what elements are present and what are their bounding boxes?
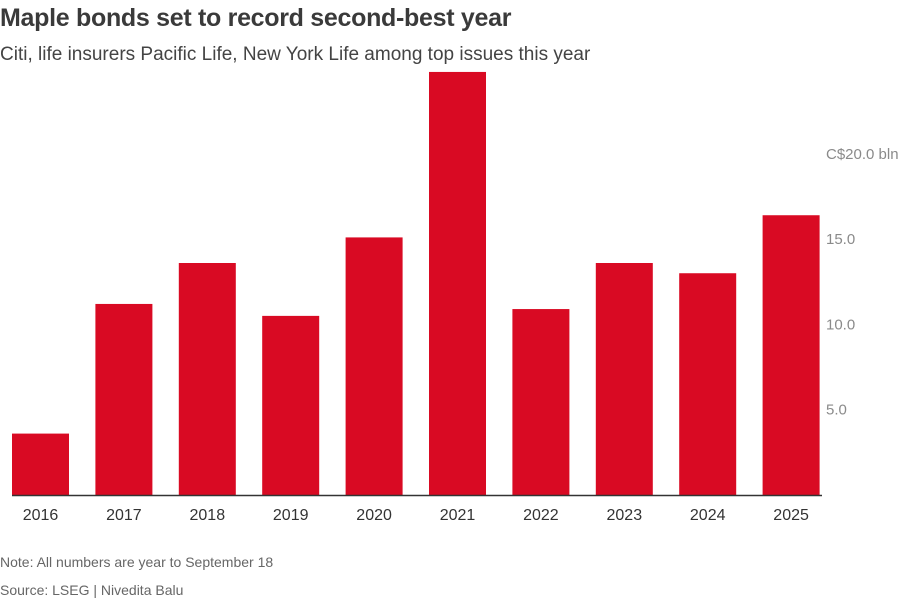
x-tick-label-2018: 2018	[190, 507, 226, 524]
bar-2021	[429, 71, 486, 496]
bar-2017	[95, 303, 153, 495]
y-tick-label: 15.0	[826, 231, 855, 248]
x-tick-label-2019: 2019	[273, 507, 309, 524]
chart-note: Note: All numbers are year to September …	[0, 554, 274, 570]
y-tick-label: 5.0	[826, 402, 847, 419]
bar-2022	[512, 309, 570, 495]
bar-2023	[595, 263, 653, 495]
chart-subtitle: Citi, life insurers Pacific Life, New Yo…	[0, 44, 591, 65]
x-tick-label-2022: 2022	[523, 507, 559, 524]
bar-2019	[262, 315, 320, 495]
x-tick-label-2025: 2025	[773, 507, 809, 524]
x-tick-label-2021: 2021	[440, 507, 476, 524]
chart-title: Maple bonds set to record second-best ye…	[0, 4, 512, 32]
bar-2020	[345, 237, 403, 496]
bar-2024	[679, 273, 737, 495]
bar-2018	[178, 263, 236, 495]
x-tick-label-2017: 2017	[106, 507, 142, 524]
x-tick-label-2024: 2024	[690, 507, 726, 524]
chart-source: Source: LSEG | Nivedita Balu	[0, 582, 184, 598]
x-tick-label-2020: 2020	[356, 507, 392, 524]
y-tick-label: 10.0	[826, 316, 855, 333]
x-tick-label-2023: 2023	[607, 507, 643, 524]
y-tick-label: C$20.0 bln	[826, 146, 899, 163]
bar-2025	[762, 215, 820, 495]
x-tick-label-2016: 2016	[23, 507, 59, 524]
bar-2016	[12, 433, 69, 495]
